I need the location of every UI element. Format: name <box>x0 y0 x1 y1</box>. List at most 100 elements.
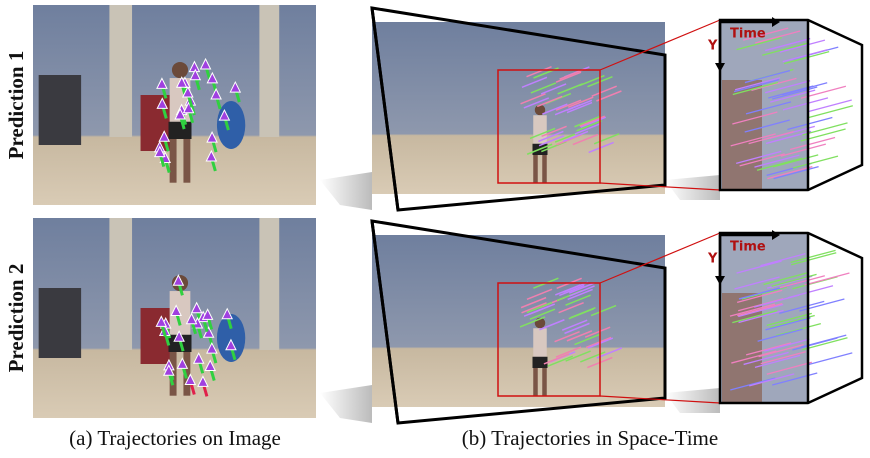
trajectory <box>542 103 568 115</box>
trajectory <box>521 302 547 314</box>
trajectory <box>753 294 800 308</box>
trajectory <box>754 154 800 168</box>
trajectory <box>806 99 852 113</box>
leg <box>542 368 547 397</box>
zoom-line <box>599 19 721 71</box>
zoom-box <box>497 69 601 184</box>
trajectory <box>763 271 809 286</box>
trajectory <box>539 319 565 331</box>
trajectory <box>765 130 812 145</box>
trajectory <box>736 150 782 164</box>
zoom-box <box>497 282 601 397</box>
trajectory <box>755 30 801 44</box>
trajectory <box>559 284 585 297</box>
arrow <box>206 71 219 84</box>
trajectory <box>568 282 595 294</box>
arrow <box>221 307 234 320</box>
trajectory <box>538 135 565 147</box>
trajectory <box>772 86 818 100</box>
trajectory <box>744 69 791 84</box>
trajectory <box>555 346 582 358</box>
arrow <box>174 107 186 120</box>
leg <box>533 155 538 184</box>
zoom-line <box>599 182 721 191</box>
trajectory <box>593 133 620 145</box>
trajectory <box>529 127 556 140</box>
trajectory <box>756 157 803 171</box>
trajectory <box>760 253 806 267</box>
arrow <box>210 87 222 100</box>
trajectory <box>529 303 556 315</box>
trajectory <box>566 330 593 342</box>
arrow <box>153 145 166 158</box>
trajectory <box>734 276 780 290</box>
trajectory <box>751 77 797 91</box>
trajectory <box>566 101 593 114</box>
trajectory <box>783 50 830 65</box>
head <box>171 61 189 79</box>
caption-a: (a) Trajectories on Image <box>69 426 281 450</box>
trajectory <box>538 130 564 143</box>
trajectory <box>530 82 557 94</box>
trajectory <box>741 286 787 300</box>
trajectory <box>790 249 836 263</box>
arrow <box>173 330 185 342</box>
trajectory <box>760 351 806 365</box>
trajectory <box>731 350 777 364</box>
trajectory <box>584 326 611 338</box>
trajectory <box>520 296 547 309</box>
arrow <box>162 364 175 376</box>
trajectory <box>779 275 825 289</box>
trajectory <box>773 154 819 168</box>
weight <box>216 314 246 362</box>
row-label: Prediction 1 <box>4 51 28 160</box>
trajectory <box>521 76 548 89</box>
trajectory <box>766 312 812 326</box>
trajectory <box>745 101 792 115</box>
trajectory <box>562 130 589 143</box>
trajectory <box>779 300 825 315</box>
arrow <box>190 301 203 314</box>
arrow <box>192 352 205 364</box>
trajectory <box>802 122 848 136</box>
plane <box>372 22 665 194</box>
trajectory <box>792 155 839 169</box>
shadow <box>320 385 372 423</box>
box-edge <box>370 7 400 211</box>
trajectory <box>738 309 784 324</box>
arrow <box>206 341 218 354</box>
arrow <box>158 130 171 142</box>
trajectory <box>742 27 789 41</box>
trajectory <box>736 260 782 274</box>
trajectory <box>523 97 550 109</box>
trajectory <box>782 82 828 96</box>
trajectory <box>526 301 553 314</box>
trajectory <box>764 80 811 94</box>
trajectory <box>557 83 583 95</box>
y-arrow <box>715 276 725 285</box>
trajectory <box>772 372 818 386</box>
arrow <box>156 97 169 109</box>
trajectory <box>574 116 600 128</box>
leg <box>183 139 191 183</box>
arrow <box>182 85 194 98</box>
trajectory <box>536 95 563 108</box>
trajectory <box>526 288 553 301</box>
zoom-person <box>722 80 762 190</box>
trajectory <box>787 116 833 131</box>
column <box>259 5 280 137</box>
arrow <box>201 308 214 320</box>
rack <box>38 75 82 145</box>
trajectory <box>765 317 811 331</box>
leg <box>542 155 547 184</box>
zoom-line <box>599 232 721 284</box>
time-label: Time <box>730 27 766 42</box>
trajectory <box>807 352 853 366</box>
trajectory <box>744 119 790 133</box>
plane <box>372 235 665 407</box>
trajectory <box>585 336 612 349</box>
trajectory <box>732 309 778 324</box>
trajectory <box>766 361 813 375</box>
arrow <box>184 373 197 386</box>
column <box>109 218 133 350</box>
